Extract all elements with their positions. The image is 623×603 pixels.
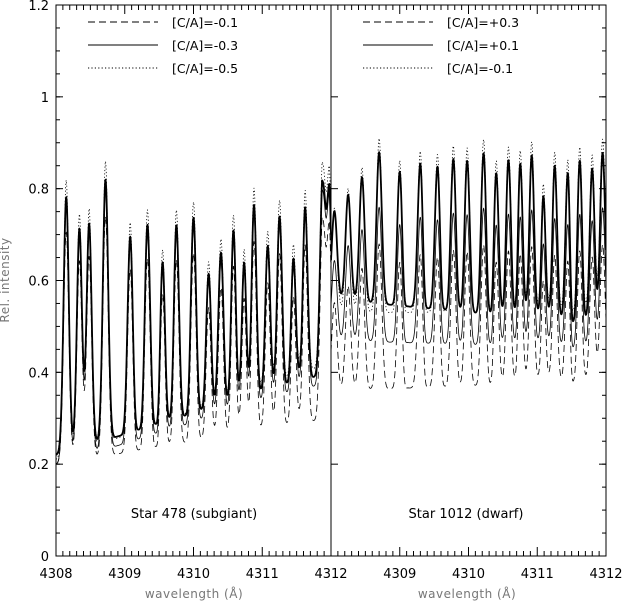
x-axis-title-left: wavelength (Å) — [145, 586, 243, 601]
series-line — [331, 151, 606, 323]
legend-label: [C/A]=-0.5 — [172, 61, 238, 76]
y-tick-label: 0.2 — [28, 458, 49, 473]
series-line — [56, 178, 331, 456]
x-tick-label: 4311 — [246, 567, 279, 582]
x-axis-title-right: wavelength (Å) — [418, 586, 516, 601]
y-axis: 0 0.2 0.4 0.6 0.8 1 1.2 — [28, 0, 606, 565]
y-tick-label: 0.6 — [28, 275, 49, 290]
x-tick-label: 4312 — [314, 567, 347, 582]
x-tick-label: 4312 — [589, 567, 622, 582]
series-line — [331, 243, 606, 390]
star-label-right: Star 1012 (dwarf) — [409, 507, 524, 522]
x-tick-label: 4311 — [521, 567, 554, 582]
legend-left: [C/A]=-0.1 [C/A]=-0.3 [C/A]=-0.5 — [88, 15, 238, 76]
series-line — [331, 206, 606, 348]
legend-label: [C/A]=-0.3 — [172, 38, 238, 53]
x-tick-label: 4308 — [39, 567, 72, 582]
x-tick-label: 4309 — [383, 567, 416, 582]
legend-label: [C/A]=-0.1 — [172, 15, 238, 30]
legend-label: [C/A]=-0.1 — [447, 61, 513, 76]
y-tick-label: 1.2 — [28, 0, 49, 14]
x-tick-label: 4310 — [177, 567, 210, 582]
y-tick-label: 0.4 — [28, 366, 49, 381]
legend-label: [C/A]=+0.3 — [447, 15, 519, 30]
x-tick-label: 4310 — [452, 567, 485, 582]
y-axis-title: Rel. intensity — [0, 237, 12, 322]
y-tick-label: 0.8 — [28, 183, 49, 198]
legend-right: [C/A]=+0.3 [C/A]=+0.1 [C/A]=-0.1 — [363, 15, 519, 76]
x-tick-label: 4309 — [108, 567, 141, 582]
y-tick-label: 1 — [41, 91, 49, 106]
y-tick-label: 0 — [41, 550, 49, 565]
legend-label: [C/A]=+0.1 — [447, 38, 519, 53]
star-label-left: Star 478 (subgiant) — [131, 507, 257, 522]
